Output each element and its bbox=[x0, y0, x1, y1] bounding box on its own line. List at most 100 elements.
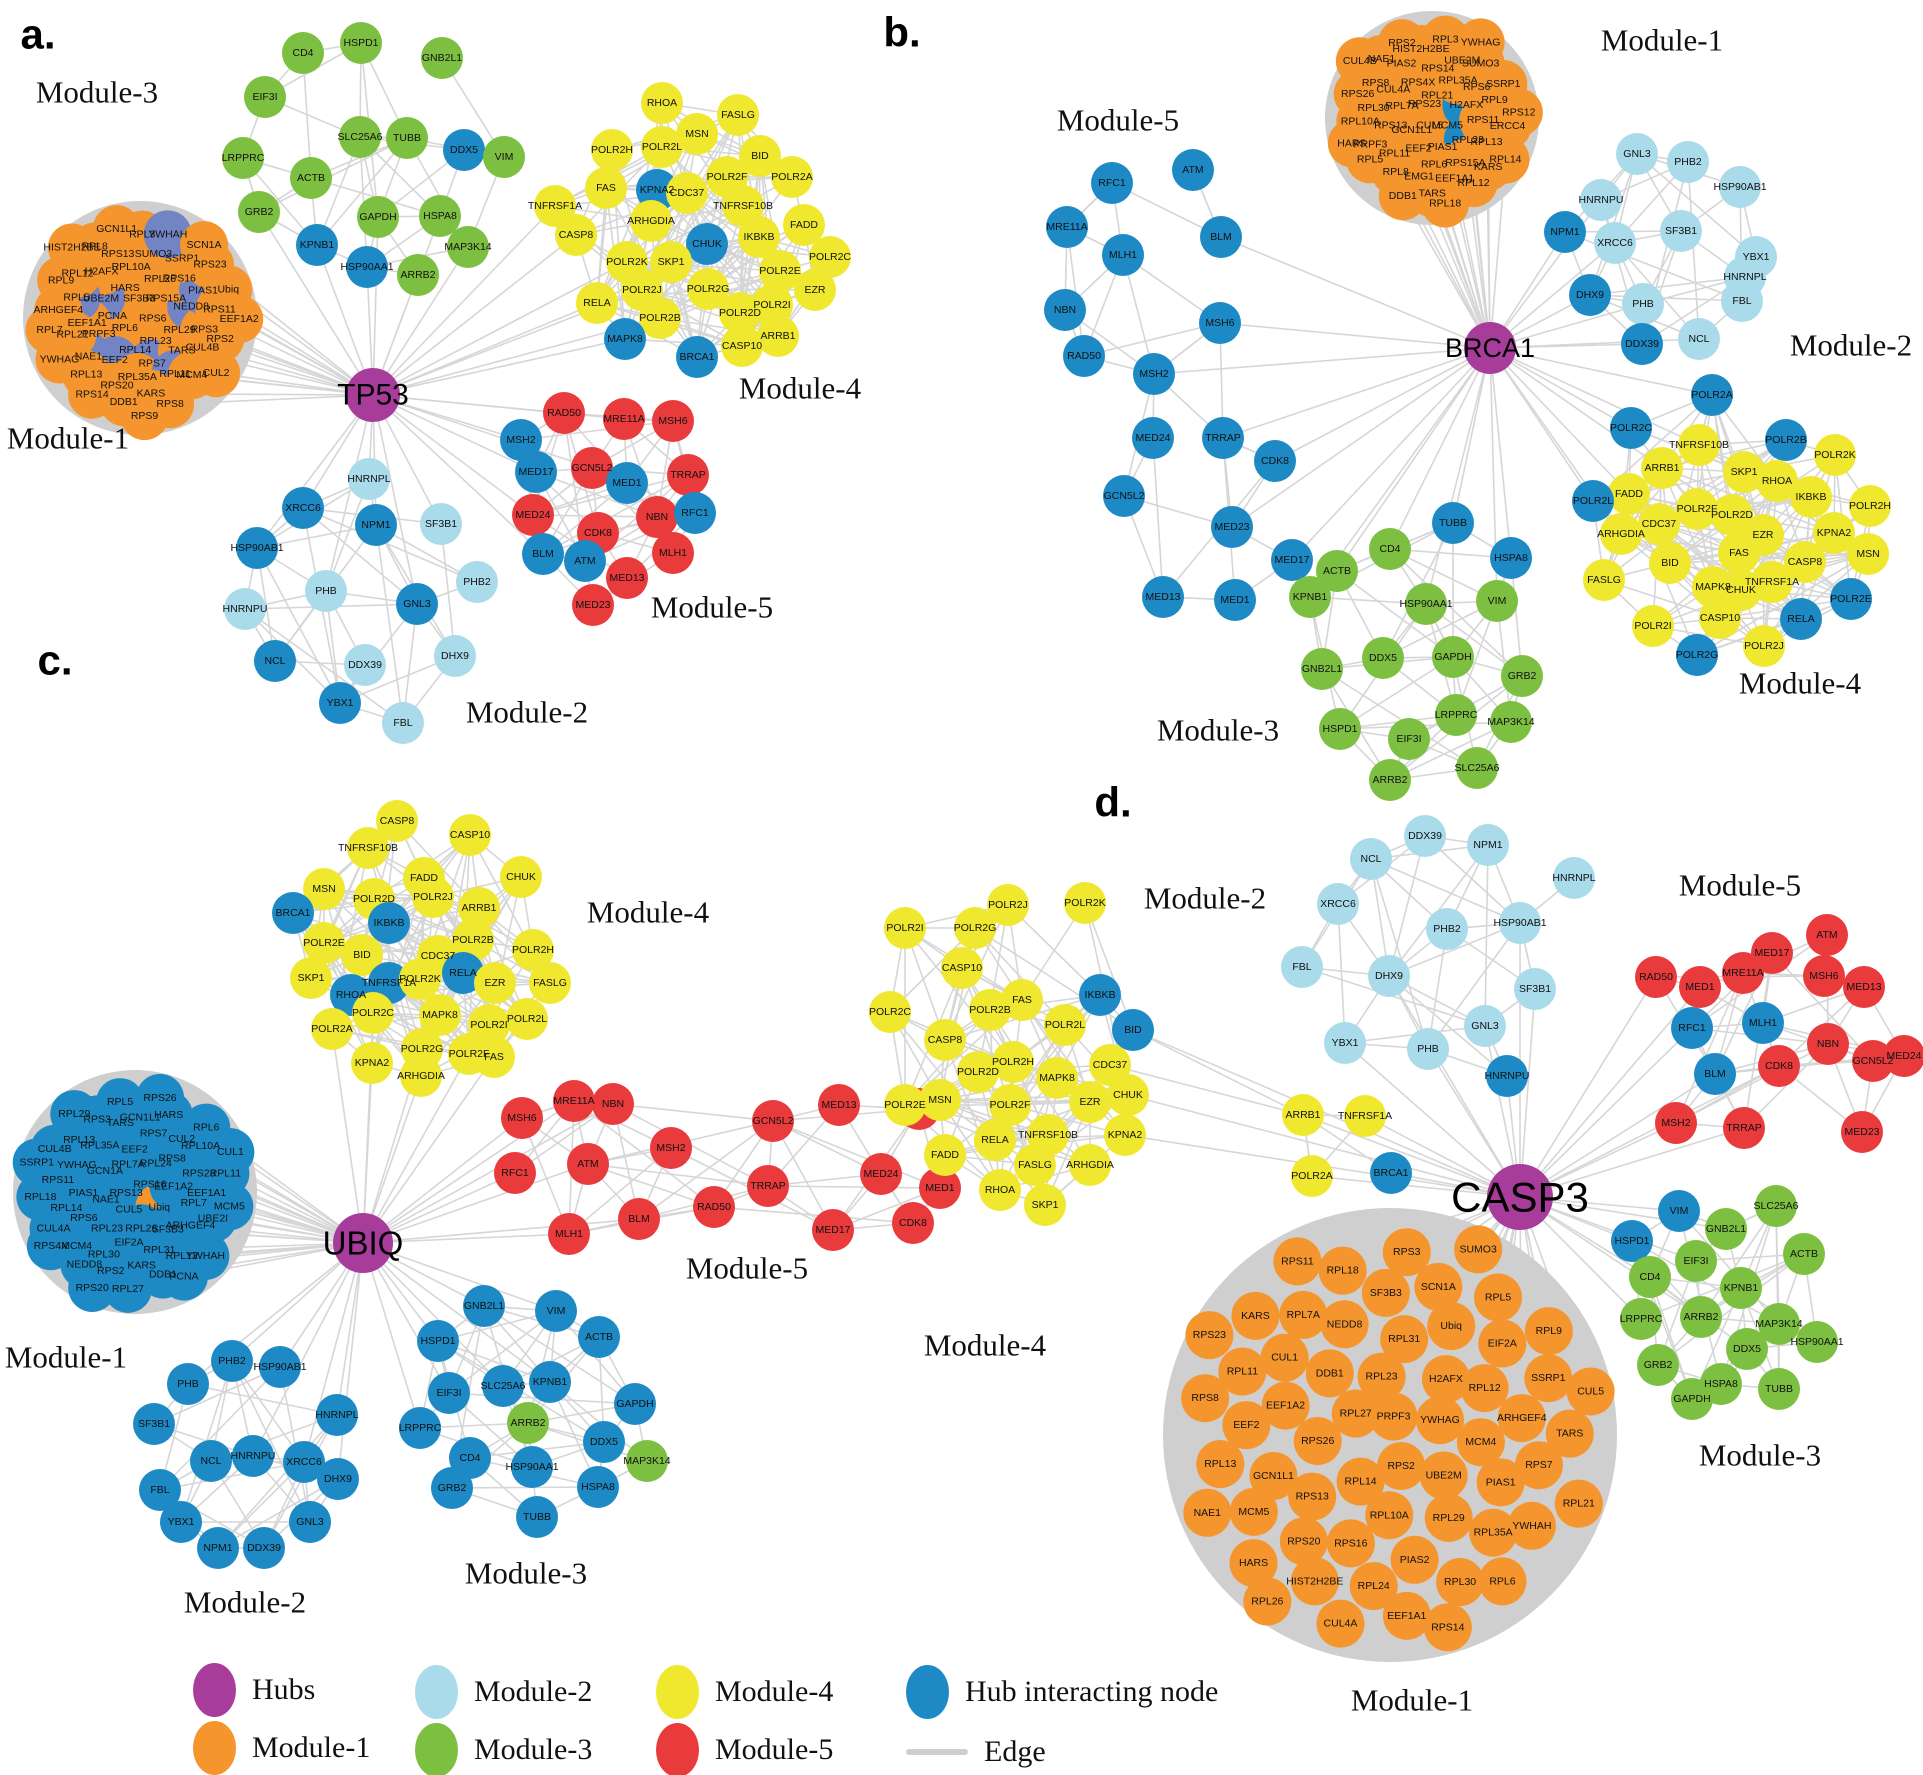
node-EIF2A[interactable] bbox=[1478, 1319, 1527, 1368]
node-RPL3[interactable] bbox=[1421, 15, 1470, 64]
node-POLR2D[interactable] bbox=[957, 1051, 999, 1093]
node-ARHGDIA[interactable] bbox=[630, 200, 672, 242]
node-EEF2[interactable] bbox=[1222, 1401, 1271, 1450]
node-POLR2B[interactable] bbox=[452, 919, 494, 961]
node-BRCA1[interactable] bbox=[1370, 1152, 1412, 1194]
node-EIF3I[interactable] bbox=[1388, 718, 1430, 760]
node-NPM1[interactable] bbox=[197, 1527, 239, 1569]
node-POLR2D[interactable] bbox=[1711, 494, 1753, 536]
node-POLR2A[interactable] bbox=[311, 1008, 353, 1050]
node-RPL11[interactable] bbox=[1218, 1347, 1267, 1396]
node-GRB2[interactable] bbox=[1501, 655, 1543, 697]
node-MRE11A[interactable] bbox=[1046, 206, 1088, 248]
hub-node-CASP3[interactable] bbox=[1487, 1164, 1553, 1230]
node-EIF3I[interactable] bbox=[428, 1372, 470, 1414]
node-POLR2I[interactable] bbox=[884, 907, 926, 949]
node-DDX39[interactable] bbox=[1621, 323, 1663, 365]
node-POLR2K[interactable] bbox=[1064, 882, 1106, 924]
node-MSH6[interactable] bbox=[1199, 302, 1241, 344]
node-BLM[interactable] bbox=[522, 533, 564, 575]
node-IKBKB[interactable] bbox=[368, 902, 410, 944]
node-FBL[interactable] bbox=[382, 702, 424, 744]
node-DDX5[interactable] bbox=[443, 129, 485, 171]
node-HNRNPU[interactable] bbox=[1486, 1055, 1528, 1097]
node-MED17[interactable] bbox=[812, 1209, 854, 1251]
node-RPL18[interactable] bbox=[1421, 179, 1470, 228]
node-HSP90AA1[interactable] bbox=[1405, 583, 1447, 625]
node-POLR2B[interactable] bbox=[1765, 419, 1807, 461]
node-PIAS2[interactable] bbox=[1390, 1535, 1439, 1584]
node-RHOA[interactable] bbox=[641, 82, 683, 124]
node-BID[interactable] bbox=[341, 934, 383, 976]
node-HSPA8[interactable] bbox=[577, 1466, 619, 1508]
node-RPS2[interactable] bbox=[1377, 1441, 1426, 1490]
node-MSN[interactable] bbox=[1847, 533, 1889, 575]
node-POLR2E[interactable] bbox=[884, 1084, 926, 1126]
node-EIF3I[interactable] bbox=[244, 76, 286, 118]
node-RPS7[interactable] bbox=[1514, 1441, 1563, 1490]
node-KPNB1[interactable] bbox=[296, 224, 338, 266]
node-TRRAP[interactable] bbox=[667, 454, 709, 496]
node-POLR2J[interactable] bbox=[1743, 625, 1785, 667]
node-TNFRSF1A[interactable] bbox=[1344, 1095, 1386, 1137]
node-HIST2H2BE[interactable] bbox=[1290, 1557, 1339, 1606]
node-BID[interactable] bbox=[739, 135, 781, 177]
node-HSPA8[interactable] bbox=[419, 195, 461, 237]
node-DDX39[interactable] bbox=[344, 644, 386, 686]
node-GRB2[interactable] bbox=[431, 1467, 473, 1509]
node-RPS14[interactable] bbox=[1423, 1603, 1472, 1652]
node-FADD[interactable] bbox=[783, 204, 825, 246]
node-RPS20[interactable] bbox=[68, 1263, 117, 1312]
node-HSP90AB1[interactable] bbox=[1719, 166, 1761, 208]
node-FAS[interactable] bbox=[1718, 532, 1760, 574]
node-CDC37[interactable] bbox=[1638, 503, 1680, 545]
node-CD4[interactable] bbox=[1629, 1256, 1671, 1298]
node-PHB2[interactable] bbox=[1667, 141, 1709, 183]
node-NCL[interactable] bbox=[1678, 318, 1720, 360]
node-POLR2A[interactable] bbox=[1691, 374, 1733, 416]
node-RPL35A[interactable] bbox=[1469, 1508, 1518, 1557]
node-XRCC6[interactable] bbox=[1317, 883, 1359, 925]
hub-node-UBIQ[interactable] bbox=[333, 1213, 393, 1273]
node-HIST2H2BE[interactable] bbox=[47, 223, 96, 272]
node-Ubiq[interactable] bbox=[1427, 1302, 1476, 1351]
node-MSH2[interactable] bbox=[1655, 1102, 1697, 1144]
node-MSN[interactable] bbox=[676, 113, 718, 155]
node-NPM1[interactable] bbox=[1544, 211, 1586, 253]
node-ARRB1[interactable] bbox=[757, 315, 799, 357]
node-MAP3K14[interactable] bbox=[1758, 1303, 1800, 1345]
node-ATM[interactable] bbox=[567, 1143, 609, 1185]
node-IKBKB[interactable] bbox=[1079, 974, 1121, 1016]
node-SLC25A6[interactable] bbox=[339, 116, 381, 158]
node-EZR[interactable] bbox=[1069, 1081, 1111, 1123]
node-GCN5L2[interactable] bbox=[571, 447, 613, 489]
node-DDX5[interactable] bbox=[1726, 1328, 1768, 1370]
node-SF3B3[interactable] bbox=[1361, 1268, 1410, 1317]
node-NCL[interactable] bbox=[190, 1440, 232, 1482]
node-MED13[interactable] bbox=[606, 557, 648, 599]
node-POLR2L[interactable] bbox=[1044, 1004, 1086, 1046]
node-POLR2C[interactable] bbox=[809, 236, 851, 278]
node-GCN5L2[interactable] bbox=[752, 1100, 794, 1142]
node-YWHAG[interactable] bbox=[1456, 18, 1505, 67]
node-ARRB2[interactable] bbox=[397, 254, 439, 296]
node-GNL3[interactable] bbox=[396, 583, 438, 625]
node-IKBKB[interactable] bbox=[738, 216, 780, 258]
node-MRE11A[interactable] bbox=[603, 398, 645, 440]
node-RAD50[interactable] bbox=[1063, 335, 1105, 377]
node-POLR2B[interactable] bbox=[639, 297, 681, 339]
node-FAS[interactable] bbox=[585, 167, 627, 209]
node-EZR[interactable] bbox=[474, 962, 516, 1004]
node-GNB2L1[interactable] bbox=[1301, 648, 1343, 690]
node-CASP10[interactable] bbox=[941, 947, 983, 989]
node-GNB2L1[interactable] bbox=[1705, 1208, 1747, 1250]
node-POLR2J[interactable] bbox=[987, 884, 1029, 926]
node-ACTB[interactable] bbox=[290, 157, 332, 199]
node-TNFRSF10B[interactable] bbox=[722, 185, 764, 227]
node-CDK8[interactable] bbox=[1254, 440, 1296, 482]
node-LRPPRC[interactable] bbox=[1620, 1298, 1662, 1340]
node-POLR2C[interactable] bbox=[869, 991, 911, 1033]
node-RPL24[interactable] bbox=[1349, 1562, 1398, 1611]
node-DHX9[interactable] bbox=[317, 1458, 359, 1500]
node-MAPK8[interactable] bbox=[604, 318, 646, 360]
